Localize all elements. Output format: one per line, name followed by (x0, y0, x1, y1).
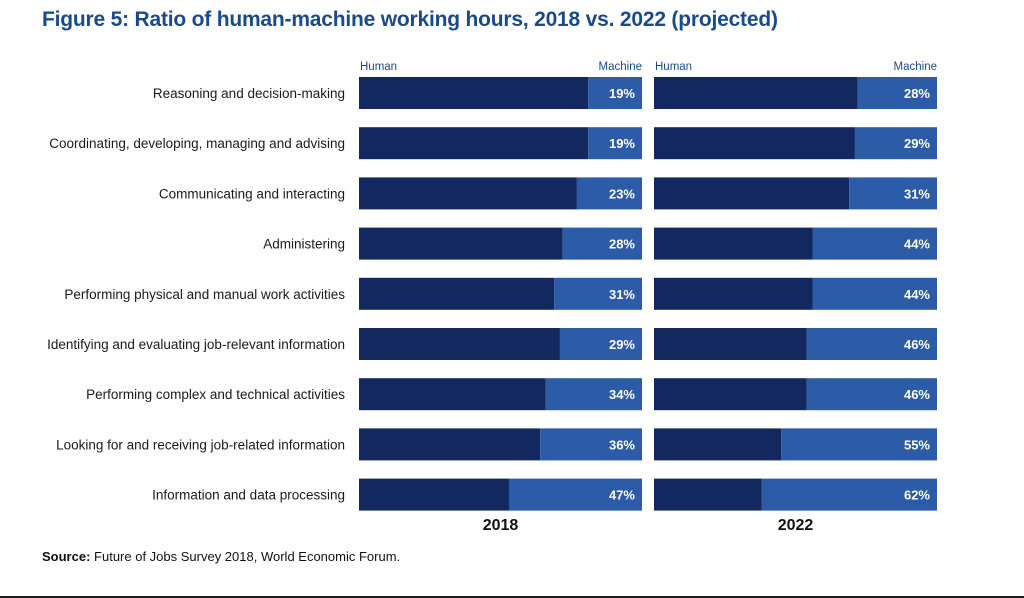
source-note: Source: Future of Jobs Survey 2018, Worl… (42, 549, 400, 564)
bar-human-segment (654, 77, 858, 109)
bar-value-label: 28% (904, 86, 930, 101)
bar-machine-segment (559, 328, 642, 360)
bar-value-label: 19% (609, 136, 635, 151)
category-label: Performing complex and technical activit… (86, 387, 345, 402)
bar-value-label: 62% (904, 488, 930, 503)
category-label: Information and data processing (152, 488, 345, 503)
panel-year-label: 2018 (483, 517, 519, 534)
bar-value-label: 19% (609, 86, 635, 101)
bar-machine-segment (576, 177, 642, 210)
bar-value-label: 44% (904, 237, 930, 252)
bar-machine-segment (857, 77, 937, 109)
bar-human-segment (359, 478, 509, 511)
bar-value-label: 29% (904, 136, 930, 151)
bar-machine-segment (540, 428, 642, 461)
bar-human-segment (654, 127, 855, 160)
bar-value-label: 44% (904, 287, 930, 302)
category-label: Administering (263, 237, 345, 252)
bar-machine-segment (761, 478, 937, 511)
category-label: Communicating and interacting (159, 186, 345, 201)
bar-human-segment (359, 127, 589, 160)
bar-human-segment (654, 378, 807, 411)
bar-human-segment (359, 227, 563, 260)
category-label: Looking for and receiving job-related in… (56, 437, 345, 452)
bar-machine-segment (508, 478, 642, 511)
bar-value-label: 47% (609, 488, 635, 503)
bottom-divider (0, 596, 1024, 598)
bar-machine-segment (781, 428, 937, 461)
category-label: Coordinating, developing, managing and a… (49, 136, 345, 151)
category-label: Reasoning and decision-making (153, 86, 345, 101)
bar-value-label: 46% (904, 337, 930, 352)
bar-human-segment (654, 277, 813, 310)
panel-year-label: 2022 (778, 517, 814, 534)
bar-value-label: 34% (609, 387, 635, 402)
bar-value-label: 29% (609, 337, 635, 352)
bar-value-label: 36% (609, 437, 635, 452)
bar-human-segment (359, 77, 589, 109)
bar-machine-segment (588, 127, 642, 160)
source-text: Future of Jobs Survey 2018, World Econom… (94, 549, 401, 564)
bar-machine-segment (806, 378, 937, 411)
bar-human-segment (359, 378, 546, 411)
source-label: Source: (42, 549, 91, 564)
bar-machine-segment (588, 77, 642, 109)
bar-human-segment (359, 428, 541, 461)
bar-human-segment (654, 478, 762, 511)
bar-value-label: 23% (609, 186, 635, 201)
bar-machine-segment (849, 177, 937, 210)
legend-label-machine: Machine (599, 61, 642, 73)
bar-machine-segment (545, 378, 642, 411)
legend-label-human: Human (360, 61, 397, 73)
bar-value-label: 55% (904, 437, 930, 452)
category-label: Performing physical and manual work acti… (64, 287, 345, 302)
bar-value-label: 31% (609, 287, 635, 302)
bar-machine-segment (854, 127, 937, 160)
bar-human-segment (654, 428, 782, 461)
bar-human-segment (359, 277, 555, 310)
bar-machine-segment (554, 277, 642, 310)
bar-machine-segment (812, 277, 937, 310)
bar-human-segment (654, 227, 813, 260)
legend-label-machine: Machine (894, 61, 937, 73)
page-title: Figure 5: Ratio of human-machine working… (42, 8, 778, 31)
legend-label-human: Human (655, 61, 692, 73)
bar-value-label: 31% (904, 186, 930, 201)
bar-value-label: 46% (904, 387, 930, 402)
bar-machine-segment (812, 227, 937, 260)
bar-machine-segment (562, 227, 642, 260)
bar-machine-segment (806, 328, 937, 360)
category-label: Identifying and evaluating job-relevant … (47, 337, 345, 352)
bar-human-segment (359, 328, 560, 360)
bar-human-segment (359, 177, 577, 210)
bar-human-segment (654, 177, 850, 210)
bar-human-segment (654, 328, 807, 360)
bar-value-label: 28% (609, 237, 635, 252)
